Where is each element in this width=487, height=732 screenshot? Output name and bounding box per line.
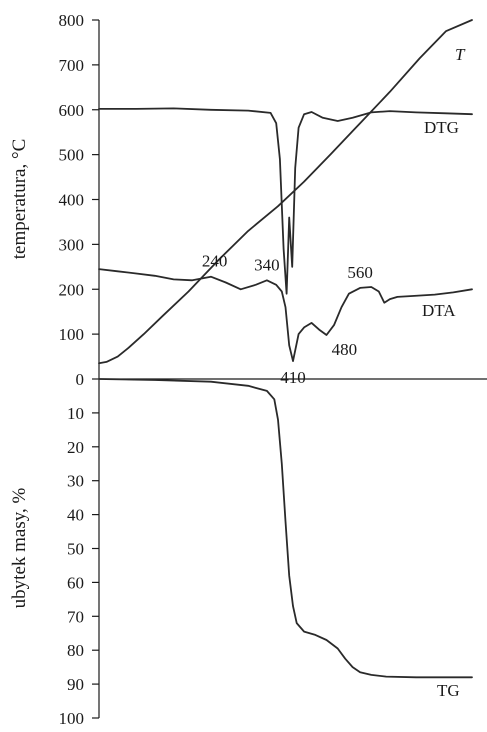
y-axis-title-top: temperatura, °C <box>9 139 30 260</box>
peak-label-480: 480 <box>332 340 358 359</box>
series-label-t: T <box>455 45 466 64</box>
series-line-t <box>98 19 473 365</box>
y-tick-label-top: 0 <box>76 370 85 389</box>
y-tick-label-top: 800 <box>59 11 85 30</box>
y-tick-label-top: 200 <box>59 280 85 299</box>
y-tick-label-bottom: 30 <box>67 472 84 491</box>
y-tick-label-top: 400 <box>59 191 85 210</box>
series-label-dtg: DTG <box>424 118 459 137</box>
y-tick-label-top: 100 <box>59 325 85 344</box>
y-tick-label-bottom: 50 <box>67 540 84 559</box>
y-tick-label-bottom: 90 <box>67 675 84 694</box>
y-tick-label-bottom: 40 <box>67 506 84 525</box>
series-label-dta: DTA <box>422 301 456 320</box>
series-line-dta <box>98 268 473 363</box>
y-tick-label-top: 300 <box>59 235 85 254</box>
temperature-panel: 0 100 200 300 400 500 600 700 800 temperatura, °C… <box>9 11 487 389</box>
y-tick-label-bottom: 70 <box>67 607 84 626</box>
y-tick-label-top: 600 <box>59 101 85 120</box>
series-line-dtg <box>98 107 473 295</box>
y-tick-label-top: 700 <box>59 56 85 75</box>
mass-loss-panel: 10 20 30 40 50 60 70 80 90 100 ubytek masy, % TG <box>9 378 473 728</box>
peak-label-410: 410 <box>280 368 306 387</box>
y-tick-label-bottom: 60 <box>67 573 84 592</box>
y-axis-title-bottom: ubytek masy, % <box>9 488 30 609</box>
y-tick-label-bottom: 10 <box>67 404 84 423</box>
series-line-tg <box>98 378 473 679</box>
peak-label-340: 340 <box>254 255 280 274</box>
y-tick-label-bottom: 100 <box>59 709 85 727</box>
y-tick-label-bottom: 20 <box>67 438 84 457</box>
series-label-tg: TG <box>437 681 460 700</box>
peak-label-560: 560 <box>347 263 373 282</box>
peak-label-240: 240 <box>202 252 228 271</box>
y-tick-label-bottom: 80 <box>67 641 84 660</box>
y-tick-label-top: 500 <box>59 146 85 165</box>
